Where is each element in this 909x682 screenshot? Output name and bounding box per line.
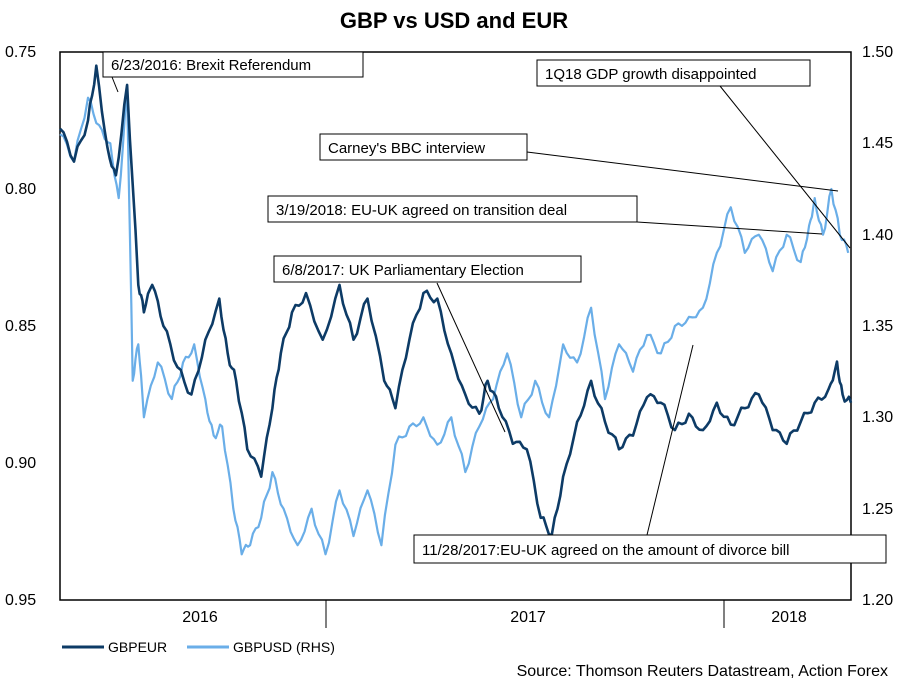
annotation-transition: 3/19/2018: EU-UK agreed on transition de… [276, 202, 567, 219]
y-left-tick-label: 0.90 [5, 455, 36, 472]
annotation-box [319, 133, 528, 161]
leader-transition [636, 221, 823, 235]
annotation-carney: Carney's BBC interview [328, 140, 485, 157]
leader-brexit [111, 76, 119, 93]
legend-label-gbpusd: GBPUSD (RHS) [233, 639, 335, 655]
annotation-box [536, 59, 811, 87]
source-note: Source: Thomson Reuters Datastream, Acti… [517, 663, 888, 680]
y-axis-right: 1.50 1.45 1.40 1.35 1.30 1.25 1.20 [862, 44, 893, 609]
y-right-tick-label: 1.45 [862, 135, 893, 152]
x-tick-label: 2018 [771, 609, 807, 626]
y-right-tick-label: 1.20 [862, 592, 893, 609]
annotation-gdp: 1Q18 GDP growth disappointed [545, 66, 757, 83]
annotation-divorce: 11/28/2017:EU-UK agreed on the amount of… [422, 542, 789, 559]
annotation-boxes: 6/23/2016: Brexit Referendum 1Q18 GDP gr… [102, 51, 887, 564]
y-left-tick-label: 0.80 [5, 181, 36, 198]
chart-title: GBP vs USD and EUR [340, 8, 568, 33]
annotation-leaders [111, 76, 851, 536]
y-right-tick-label: 1.50 [862, 44, 893, 61]
annotation-box [273, 255, 582, 283]
series-group [59, 64, 853, 556]
x-tick-label: 2016 [182, 609, 218, 626]
leader-divorce [646, 344, 694, 536]
leader-gdp [719, 85, 851, 249]
leader-election [436, 282, 506, 433]
annotation-election: 6/8/2017: UK Parliamentary Election [282, 262, 524, 279]
y-right-tick-label: 1.25 [862, 501, 893, 518]
annotation-box [267, 195, 638, 223]
x-axis: 2016 2017 2018 [182, 600, 807, 628]
series-line-gbpeur [59, 64, 853, 537]
series-line-gbpusd [59, 87, 850, 556]
y-right-tick-label: 1.35 [862, 318, 893, 335]
y-left-tick-label: 0.95 [5, 592, 36, 609]
leader-carney [526, 151, 839, 192]
annotation-box [102, 51, 364, 78]
y-left-tick-label: 0.85 [5, 318, 36, 335]
annotation-brexit: 6/23/2016: Brexit Referendum [111, 57, 311, 74]
y-right-tick-label: 1.30 [862, 409, 893, 426]
y-left-tick-label: 0.75 [5, 44, 36, 61]
y-right-tick-label: 1.40 [862, 227, 893, 244]
y-axis-left: 0.75 0.80 0.85 0.90 0.95 [5, 44, 36, 609]
x-tick-label: 2017 [510, 609, 546, 626]
legend: GBPEUR GBPUSD (RHS) [62, 639, 335, 655]
annotation-box [413, 534, 887, 564]
legend-label-gbpeur: GBPEUR [108, 639, 167, 655]
